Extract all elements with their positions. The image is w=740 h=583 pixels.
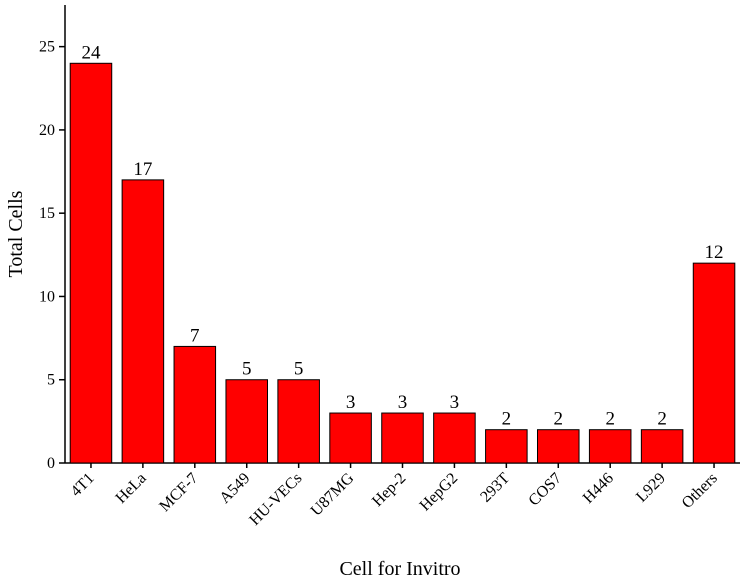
y-tick-label: 10 — [39, 288, 55, 305]
data-label: 2 — [605, 409, 615, 430]
x-tick-label: HU-VECs — [246, 470, 305, 529]
y-tick-label: 0 — [47, 455, 55, 472]
data-label: 2 — [502, 409, 512, 430]
data-label: 3 — [450, 392, 460, 413]
data-label: 2 — [657, 409, 667, 430]
data-label: 5 — [242, 359, 252, 380]
bar — [173, 345, 217, 464]
bar — [692, 262, 736, 464]
x-tick-label: HeLa — [113, 470, 150, 507]
y-tick-label: 15 — [39, 205, 55, 222]
bar — [588, 429, 632, 464]
bar — [381, 412, 424, 464]
y-tick-label: 5 — [47, 372, 55, 389]
x-tick-label: 293T — [477, 470, 513, 506]
x-tick-label: Hep-2 — [369, 470, 409, 510]
data-label: 12 — [705, 242, 724, 263]
data-label: 3 — [398, 392, 408, 413]
bar — [537, 429, 580, 464]
bar — [277, 379, 320, 464]
bar — [69, 62, 113, 464]
bar — [640, 429, 684, 464]
data-label: 3 — [346, 392, 356, 413]
y-tick-label: 25 — [39, 39, 55, 56]
data-label: 17 — [133, 159, 152, 180]
bar — [121, 179, 165, 464]
bar — [485, 429, 528, 464]
x-tick-label: Others — [679, 470, 721, 512]
x-tick-label: MCF-7 — [156, 470, 201, 515]
data-label: 7 — [190, 325, 200, 346]
bar — [225, 379, 268, 464]
bar — [329, 412, 372, 464]
x-tick-label: U87MG — [308, 469, 358, 519]
x-tick-label: HepG2 — [417, 470, 462, 515]
y-tick-label: 20 — [39, 122, 55, 139]
bar — [433, 412, 476, 464]
data-label: 2 — [554, 409, 564, 430]
x-tick-label: 4T1 — [68, 470, 98, 500]
x-tick-label: COS7 — [525, 470, 565, 510]
y-axis-title: Total Cells — [5, 190, 27, 277]
x-tick-label: H446 — [580, 470, 617, 507]
data-label: 24 — [81, 42, 101, 63]
x-axis-title: Cell for Invitro — [339, 558, 460, 580]
x-tick-label: A549 — [216, 470, 253, 507]
data-label: 5 — [294, 359, 304, 380]
x-tick-label: L929 — [633, 470, 669, 506]
